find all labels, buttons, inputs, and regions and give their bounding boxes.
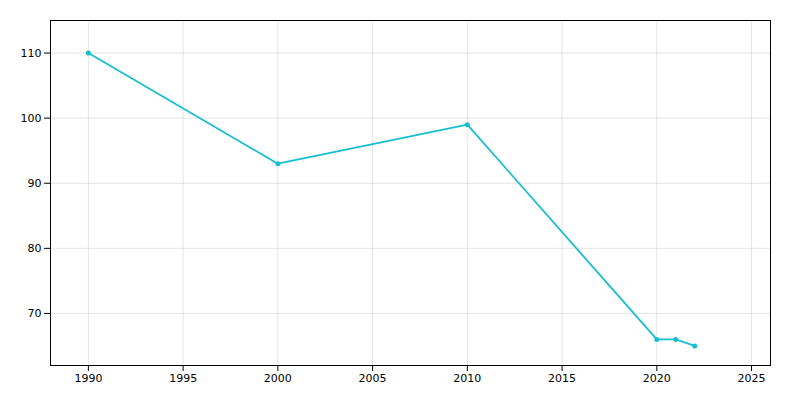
svg-text:1995: 1995 (169, 372, 197, 385)
svg-text:80: 80 (28, 242, 42, 255)
svg-text:2010: 2010 (453, 372, 481, 385)
svg-text:90: 90 (28, 177, 42, 190)
svg-text:70: 70 (28, 307, 42, 320)
svg-text:2005: 2005 (359, 372, 387, 385)
svg-text:2015: 2015 (548, 372, 576, 385)
svg-text:1990: 1990 (74, 372, 102, 385)
svg-text:2020: 2020 (643, 372, 671, 385)
svg-text:110: 110 (21, 47, 42, 60)
svg-text:2000: 2000 (264, 372, 292, 385)
svg-text:2025: 2025 (738, 372, 766, 385)
svg-text:100: 100 (21, 112, 42, 125)
